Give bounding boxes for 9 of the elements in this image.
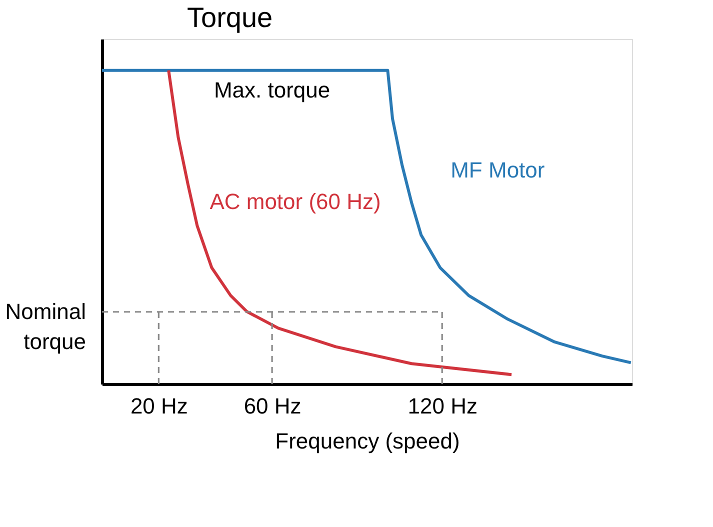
ref-line-label: Nominal torque (5, 298, 86, 354)
x-tick-label: 120 Hz (408, 394, 478, 418)
series-label: AC motor (60 Hz) (210, 189, 381, 214)
series-label: MF Motor (450, 158, 545, 183)
x-tick-label: 60 Hz (244, 394, 302, 418)
annotation: Max. torque (214, 77, 330, 102)
y-axis-title: Torque (187, 2, 273, 33)
x-tick-label: 20 Hz (130, 394, 188, 418)
x-axis-title: Frequency (speed) (275, 428, 460, 454)
